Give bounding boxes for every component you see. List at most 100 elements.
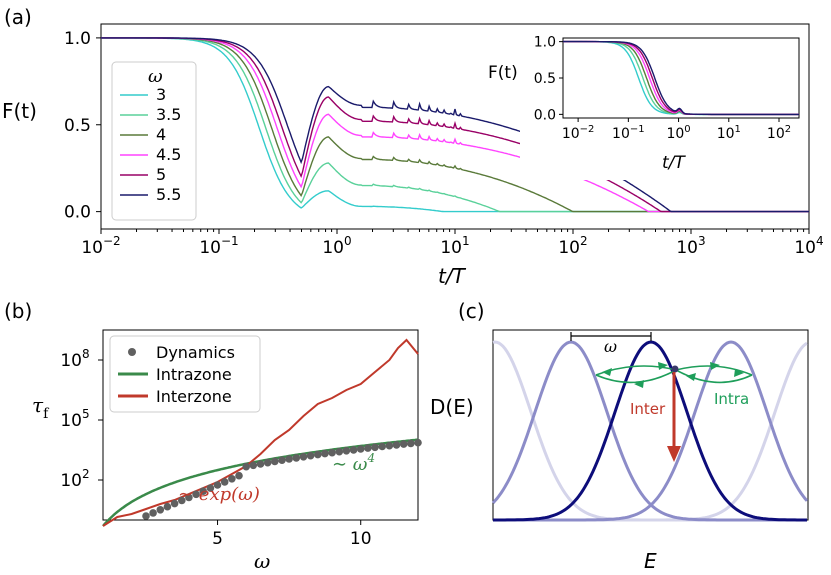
- dynamics-point: [163, 502, 172, 511]
- b-ytick-label: 105: [60, 407, 89, 431]
- dynamics-point: [149, 509, 157, 517]
- panel-a-xlabel: t/T: [438, 264, 467, 288]
- dynamics-point: [278, 456, 286, 465]
- dynamics-point: [263, 458, 272, 467]
- omega-bracket: ω: [570, 332, 652, 356]
- panel-c-frame: [492, 329, 809, 521]
- dos-band-far-right: [493, 341, 808, 522]
- interzone-line: [102, 338, 419, 527]
- legend-interzone: Interzone: [156, 387, 232, 406]
- a-legend-label: 4.5: [156, 145, 181, 164]
- panel-b-xlabel: ω: [254, 549, 270, 573]
- panel-b-ylabel: τf: [32, 393, 50, 422]
- dynamics-point: [399, 440, 408, 448]
- panel-c-ylabel: D(E): [430, 395, 474, 419]
- dynamics-point: [414, 438, 422, 447]
- inset-xtick-label: 102: [767, 124, 791, 142]
- panel-a: 10−2 10−1 100 101 102 103 104 0.0 0.5 1.0 F(t) t/…: [2, 23, 824, 288]
- panel-a-axes: 10−2 10−1 100 101 102 103 104 0.0 0.5 1.0: [64, 29, 824, 258]
- inset-ytick-label: 1.0: [534, 35, 556, 51]
- dynamics-point: [335, 447, 344, 456]
- panel-a-inset: 10−2 10−1 100 101 102 0.0 0.5 1.0 F(t) t/T: [488, 30, 805, 180]
- a-legend-label: 5.5: [156, 185, 181, 204]
- inset-xtick-label: 100: [666, 124, 690, 142]
- dynamics-point: [178, 496, 186, 505]
- inset-curves: [563, 40, 799, 116]
- dynamics-point: [199, 487, 207, 496]
- dynamics-point: [392, 441, 401, 449]
- a-legend-label: 3: [156, 85, 166, 104]
- dynamics-point: [299, 453, 308, 461]
- a-legend-label: 3.5: [156, 105, 181, 124]
- panel-a-curves: [101, 37, 809, 213]
- a-xtick-label: 103: [676, 234, 705, 258]
- b-ytick-label: 102: [60, 467, 89, 491]
- inset-xtick-label: 10−2: [562, 124, 595, 142]
- inset-ytick-label: 0.5: [534, 71, 556, 87]
- panel-label-c: (c): [458, 299, 485, 323]
- a-xtick-label: 104: [794, 234, 823, 258]
- panel-b-legend: Dynamics Intrazone Interzone: [109, 335, 261, 413]
- annotation-omega4: ∼ ω4: [332, 451, 375, 475]
- inset-xlabel: t/T: [662, 153, 686, 173]
- panel-label-b: (b): [4, 299, 32, 323]
- dynamics-point: [356, 445, 365, 453]
- dynamics-point: [306, 451, 315, 460]
- dynamics-point: [185, 493, 193, 502]
- dynamics-point: [249, 461, 258, 470]
- inset-xtick-label: 10−1: [612, 124, 645, 142]
- inset-xtick-label: 101: [717, 124, 741, 142]
- panel-label-a: (a): [4, 5, 32, 29]
- panel-a-ylabel: F(t): [2, 99, 37, 123]
- dynamics-point: [385, 441, 394, 450]
- legend-title: ω: [148, 66, 163, 87]
- a-ytick-label: 0.0: [64, 203, 91, 223]
- a-xtick-label: 102: [558, 234, 587, 258]
- dynamics-point: [292, 454, 301, 462]
- dynamics-point: [156, 506, 165, 514]
- bracket-label: ω: [604, 337, 617, 356]
- intra-label: Intra: [714, 390, 749, 408]
- inter-arrow: [667, 372, 681, 462]
- dynamics-point: [220, 478, 229, 486]
- dos-band-right: [493, 340, 809, 522]
- dynamics-point: [142, 512, 150, 520]
- dynamics-point: [314, 450, 322, 459]
- dynamics-point: [285, 455, 293, 463]
- dynamics-point: [328, 448, 336, 457]
- a-xtick-label: 10−2: [81, 234, 120, 258]
- dynamics-point: [371, 443, 379, 452]
- panel-b-frame: [102, 329, 419, 521]
- dynamics-point: [321, 449, 329, 458]
- panel-c: ω Inter Intra D(E) E: [430, 329, 809, 573]
- dynamics-point: [242, 462, 250, 471]
- b-xtick-label: 10: [350, 529, 372, 549]
- state-dot: [671, 365, 679, 373]
- dynamics-point: [235, 471, 243, 480]
- a-xtick-label: 10−1: [199, 234, 238, 258]
- dynamics-point: [378, 442, 387, 451]
- panel-a-legend: ω 33.544.555.5: [111, 61, 197, 221]
- panel-c-xlabel: E: [644, 549, 657, 573]
- dynamics-point: [228, 475, 236, 483]
- legend-dynamics-marker: [128, 348, 136, 356]
- a-legend-label: 5: [156, 165, 166, 184]
- a-legend-label: 4: [156, 125, 166, 144]
- panel-c-curves: [491, 340, 809, 522]
- b-xtick-label: 5: [212, 529, 223, 549]
- dynamics-point: [192, 490, 200, 499]
- legend-dynamics: Dynamics: [156, 343, 235, 362]
- inset-series-5.5: [563, 40, 799, 116]
- dynamics-point: [206, 484, 215, 492]
- legend-intrazone: Intrazone: [156, 365, 232, 384]
- inset-ytick-label: 0.0: [534, 107, 556, 123]
- b-ytick-label: 108: [60, 347, 89, 371]
- dynamics-point: [271, 457, 279, 466]
- a-xtick-label: 101: [440, 234, 469, 258]
- panel-b: 5 10 102 105 108 τf ω Dynamics Intrazone Int…: [32, 329, 422, 573]
- dynamics-point: [364, 444, 372, 452]
- inset-ylabel: F(t): [488, 63, 518, 83]
- dynamics-point: [256, 460, 265, 468]
- dynamics-point: [407, 439, 415, 448]
